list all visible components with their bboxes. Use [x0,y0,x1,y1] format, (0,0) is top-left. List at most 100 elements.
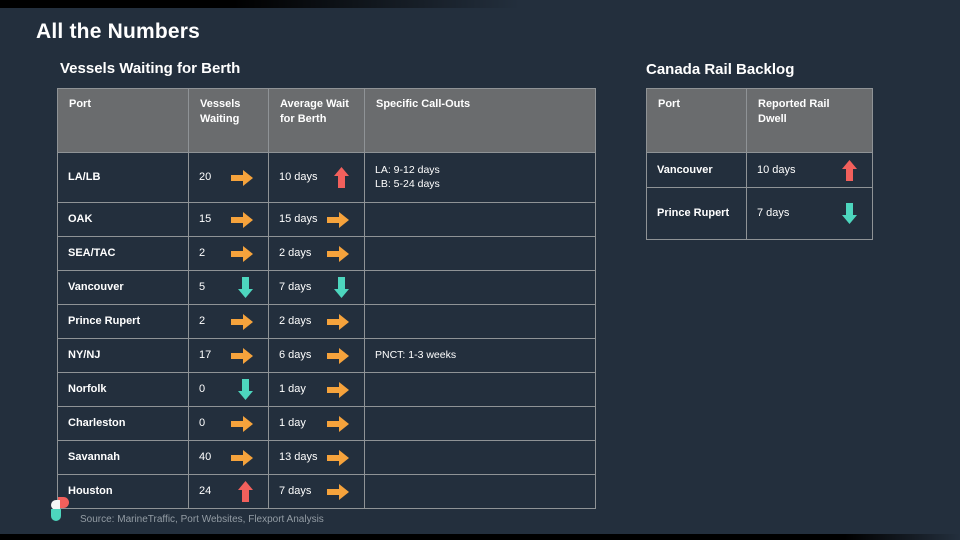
flexport-logo-icon [51,497,69,522]
average-wait-content: 13 days [279,449,354,466]
average-wait-cell: 10 days [268,152,365,203]
port-cell: NY/NJ [57,338,189,373]
port-cell: Houston [57,474,189,509]
trend-up-arrow-icon [238,481,253,502]
callouts-cell [364,236,596,271]
callouts-cell [364,270,596,305]
average-wait-content: 7 days [279,277,354,298]
trend-flat-arrow-icon [231,449,253,466]
column-header: Average Wait for Berth [268,88,365,153]
average-wait-cell: 6 days [268,338,365,373]
port-cell: LA/LB [57,152,189,203]
vessels-waiting-cell: 24 [188,474,269,509]
page-title: All the Numbers [36,20,201,43]
vessels-waiting-table: Port Vessels Waiting Average Wait for Bert… [57,88,596,509]
average-wait-content: 10 days [279,167,354,188]
vessels-header-row: Port Vessels Waiting Average Wait for Bert… [57,88,596,153]
vessels-waiting-cell: 0 [188,372,269,407]
column-header: Port [646,88,747,153]
vessels-waiting-content: 24 [199,481,258,502]
average-wait-cell: 15 days [268,202,365,237]
vessels-waiting-content: 0 [199,379,258,400]
port-cell: Charleston [57,406,189,441]
rail-dwell-value: 10 days [757,163,796,176]
callouts-cell: PNCT: 1-3 weeks [364,338,596,373]
vessels-waiting-cell: 20 [188,152,269,203]
logo-white-petal [51,500,60,510]
trend-up-arrow-icon [842,159,857,181]
table-row: OAK 15 15 days [57,202,596,237]
column-header: Port [57,88,189,153]
table-row: SEA/TAC 2 2 days [57,236,596,271]
vessels-waiting-content: 2 [199,313,258,330]
trend-flat-arrow-icon [231,169,253,186]
vessels-waiting-cell: 40 [188,440,269,475]
trend-flat-arrow-icon [231,347,253,364]
callouts-cell [364,406,596,441]
port-cell: OAK [57,202,189,237]
average-wait-value: 7 days [279,281,312,294]
rail-dwell-content: 7 days [757,203,862,224]
trend-flat-arrow-icon [327,449,349,466]
vessels-waiting-value: 20 [199,171,212,184]
table-row: Norfolk 0 1 day [57,372,596,407]
trend-down-arrow-icon [238,277,253,298]
average-wait-cell: 7 days [268,270,365,305]
trend-flat-arrow-icon [327,245,349,262]
port-cell: Prince Rupert [57,304,189,339]
vessels-waiting-cell: 15 [188,202,269,237]
average-wait-value: 2 days [279,315,312,328]
rail-dwell-content: 10 days [757,159,862,181]
average-wait-content: 2 days [279,313,354,330]
trend-down-arrow-icon [238,379,253,400]
vessels-waiting-content: 20 [199,169,258,186]
trend-down-arrow-icon [842,203,857,224]
vessels-waiting-content: 17 [199,347,258,364]
logo-teal-petal [51,509,61,521]
vessels-waiting-value: 17 [199,349,212,362]
vessels-waiting-cell: 5 [188,270,269,305]
port-cell: Norfolk [57,372,189,407]
vessels-waiting-value: 5 [199,281,206,294]
port-cell: Prince Rupert [646,187,747,240]
vessels-waiting-content: 2 [199,245,258,262]
average-wait-content: 15 days [279,211,354,228]
rail-table-title: Canada Rail Backlog [646,61,795,78]
vessels-waiting-content: 40 [199,449,258,466]
average-wait-cell: 2 days [268,236,365,271]
vessels-waiting-value: 0 [199,383,206,396]
port-cell: SEA/TAC [57,236,189,271]
table-row: LA/LB 20 10 days LA: 9-12 days LB: 5-24 days [57,152,596,203]
vessels-waiting-value: 24 [199,485,212,498]
average-wait-cell: 1 day [268,372,365,407]
average-wait-content: 6 days [279,347,354,364]
vessels-waiting-content: 15 [199,211,258,228]
table-row: Vancouver 10 days [646,152,873,188]
rail-dwell-value: 7 days [757,207,790,220]
vessels-waiting-cell: 2 [188,236,269,271]
top-edge-shadow [0,0,520,8]
trend-down-arrow-icon [334,277,349,298]
callouts-cell [364,202,596,237]
rail-dwell-cell: 7 days [746,187,873,240]
average-wait-value: 7 days [279,485,312,498]
vessels-waiting-value: 2 [199,315,206,328]
vessels-waiting-cell: 17 [188,338,269,373]
vessels-table-title: Vessels Waiting for Berth [60,60,241,77]
callouts-cell [364,474,596,509]
column-header: Specific Call-Outs [364,88,596,153]
trend-flat-arrow-icon [327,211,349,228]
callouts-cell: LA: 9-12 days LB: 5-24 days [364,152,596,203]
vessels-waiting-content: 5 [199,277,258,298]
table-row: Vancouver 5 7 days [57,270,596,305]
trend-flat-arrow-icon [327,313,349,330]
rail-header-row: Port Reported Rail Dwell [646,88,873,153]
table-row: Houston 24 7 days [57,474,596,509]
callout-line: PNCT: 1-3 weeks [375,348,457,361]
port-cell: Vancouver [57,270,189,305]
vessels-waiting-value: 0 [199,417,206,430]
trend-flat-arrow-icon [327,347,349,364]
average-wait-value: 6 days [279,349,312,362]
average-wait-value: 10 days [279,171,318,184]
